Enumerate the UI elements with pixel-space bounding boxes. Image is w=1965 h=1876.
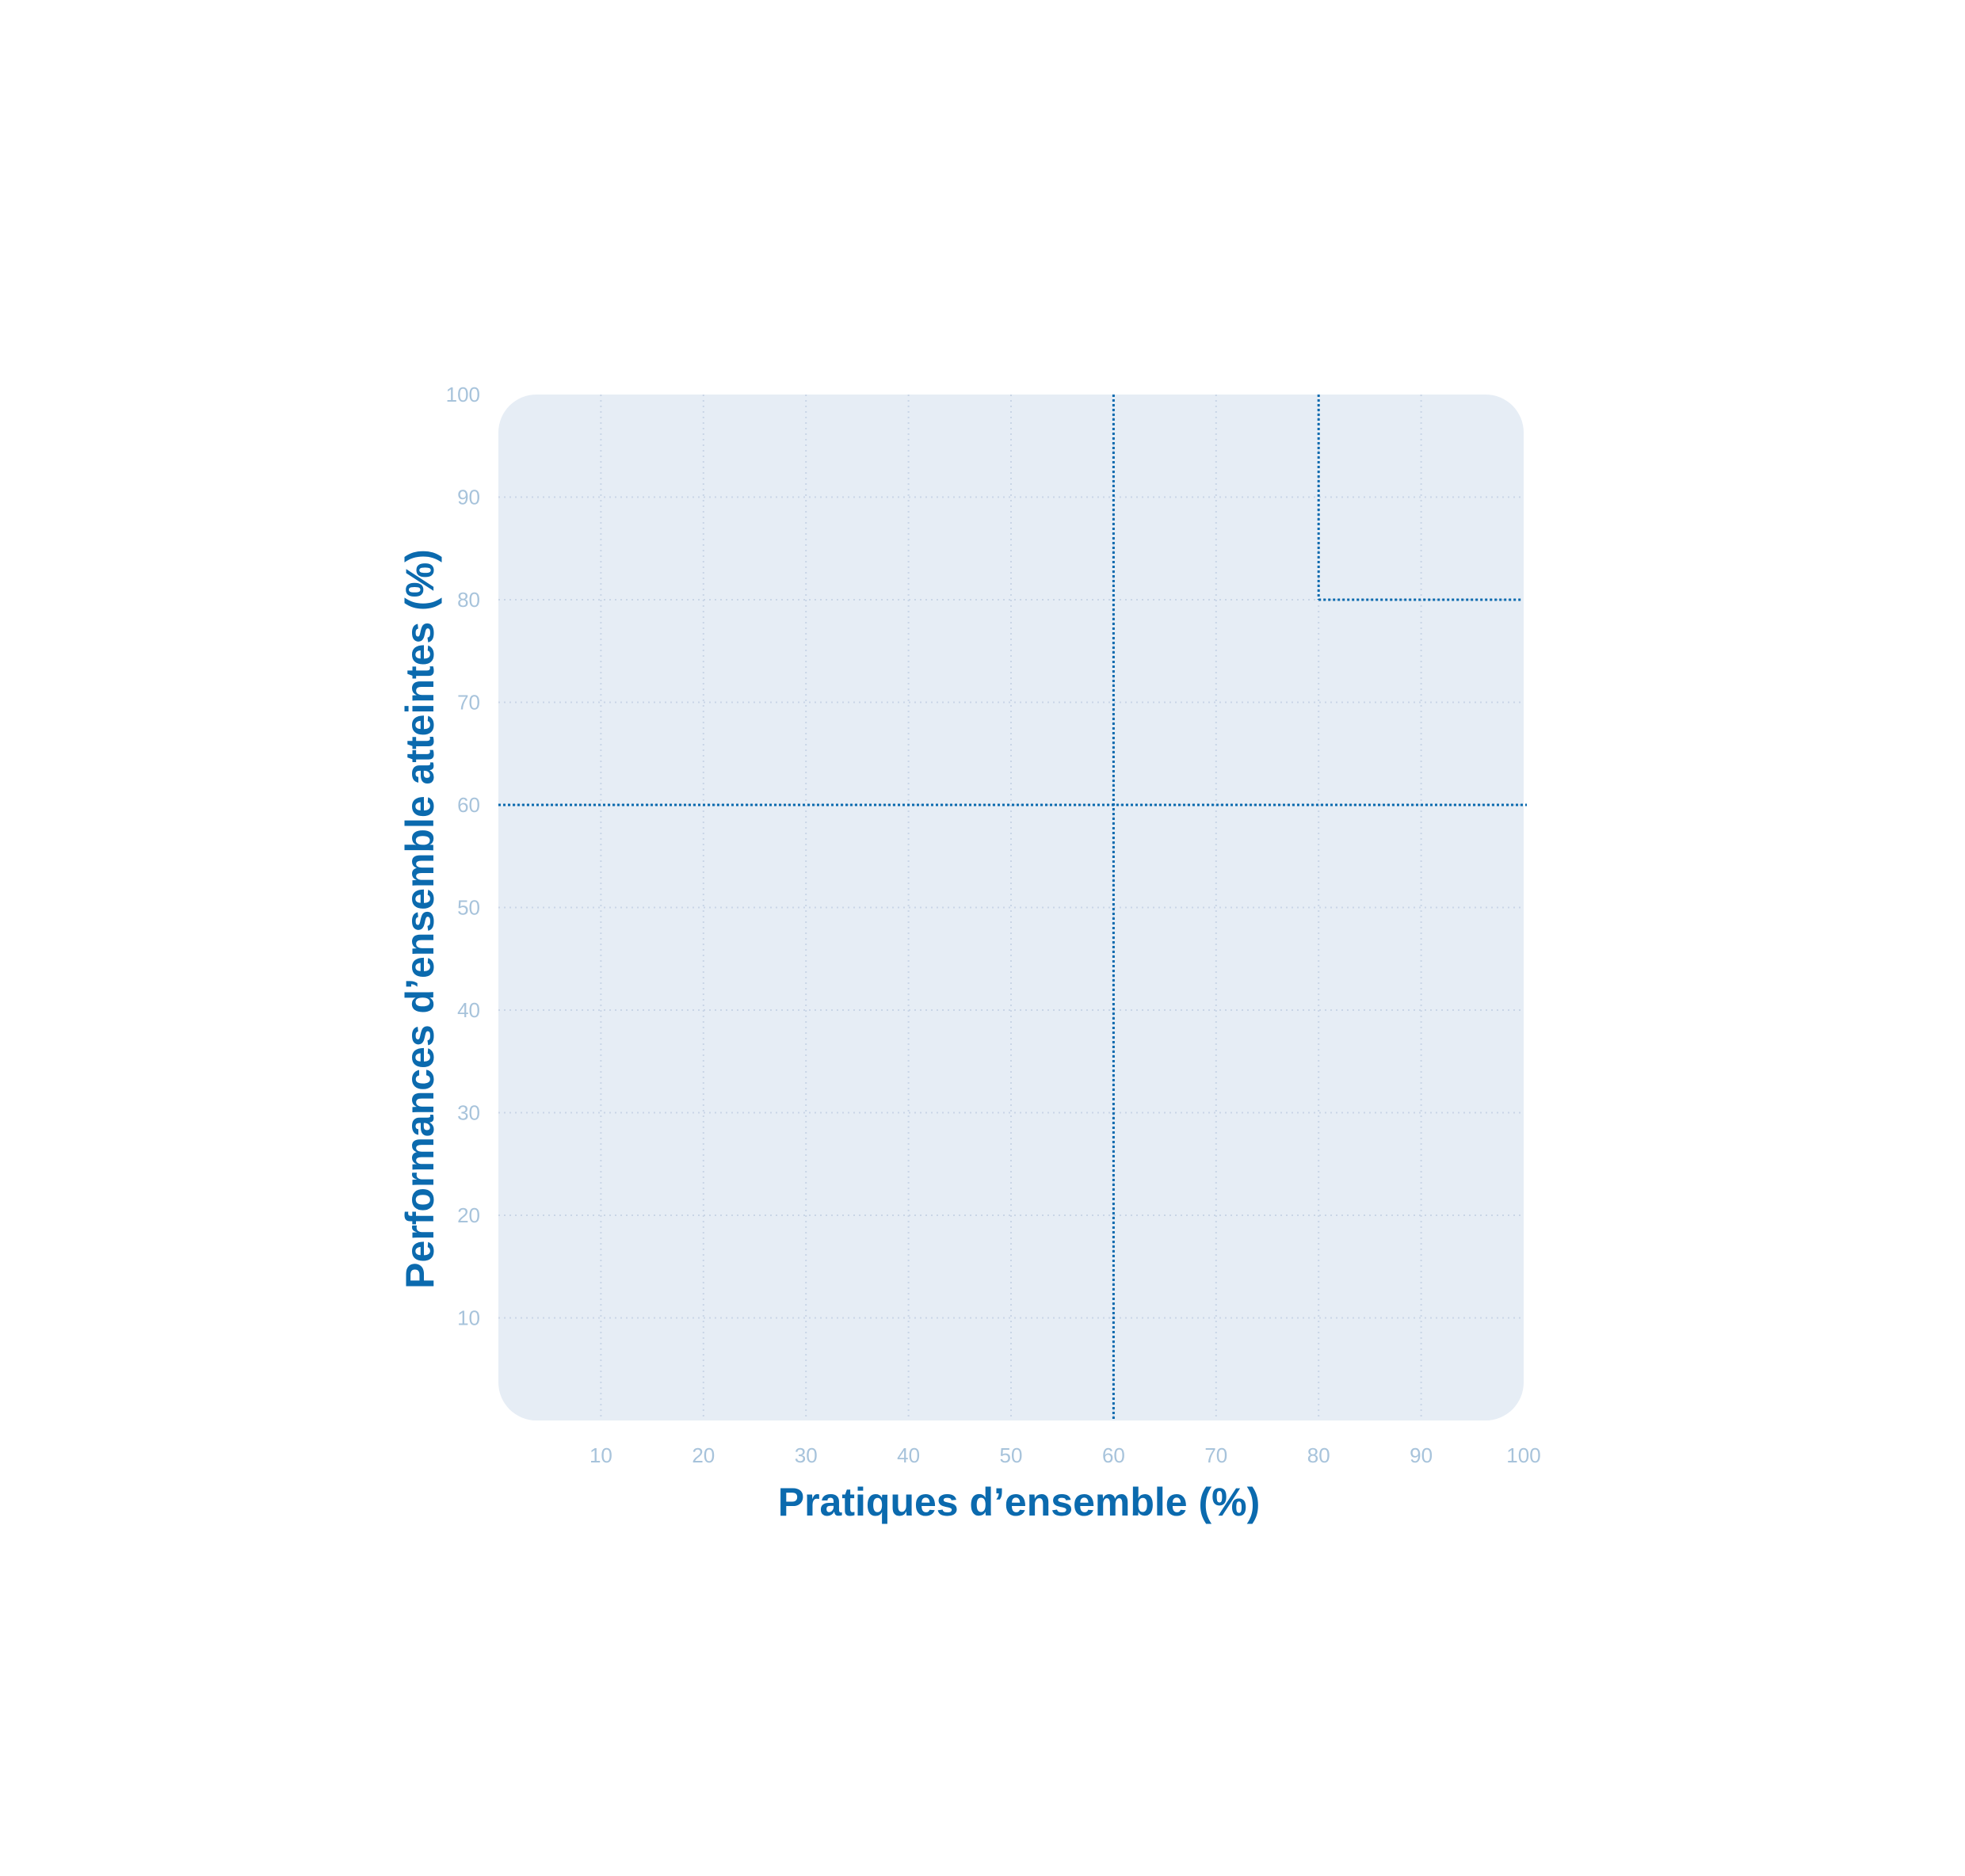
x-tick-label: 90 [1410,1443,1433,1467]
y-tick-label: 50 [457,896,480,920]
plot-area [498,395,1524,1420]
y-tick-label: 10 [457,1306,480,1330]
y-tick-label: 20 [457,1203,480,1227]
x-tick-label: 50 [1000,1443,1023,1467]
y-tick-label: 100 [446,383,480,406]
x-tick-label: 60 [1102,1443,1125,1467]
y-tick-label: 40 [457,998,480,1022]
x-tick-labels: 10 20 30 40 50 60 70 80 90 100 [590,1443,1541,1467]
x-tick-label: 20 [692,1443,715,1467]
y-axis-title: Performances d’ensemble atteintes (%) [398,549,442,1289]
y-tick-label: 90 [457,486,480,509]
y-tick-label: 80 [457,588,480,612]
y-tick-labels: 10 20 30 40 50 60 70 80 90 100 [446,383,480,1330]
x-tick-label: 30 [795,1443,818,1467]
x-tick-label: 70 [1204,1443,1227,1467]
y-tick-label: 70 [457,691,480,715]
x-tick-label: 40 [897,1443,920,1467]
x-tick-label: 10 [590,1443,612,1467]
y-tick-label: 60 [457,793,480,817]
x-tick-label: 80 [1307,1443,1330,1467]
x-axis-title: Pratiques d’ensemble (%) [778,1480,1261,1524]
x-tick-label: 100 [1506,1443,1540,1467]
reference-lines [498,395,1527,1420]
grid-lines [498,395,1524,1420]
y-tick-label: 30 [457,1101,480,1125]
